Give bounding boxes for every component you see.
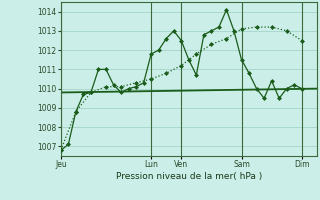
X-axis label: Pression niveau de la mer( hPa ): Pression niveau de la mer( hPa ) — [116, 172, 262, 181]
